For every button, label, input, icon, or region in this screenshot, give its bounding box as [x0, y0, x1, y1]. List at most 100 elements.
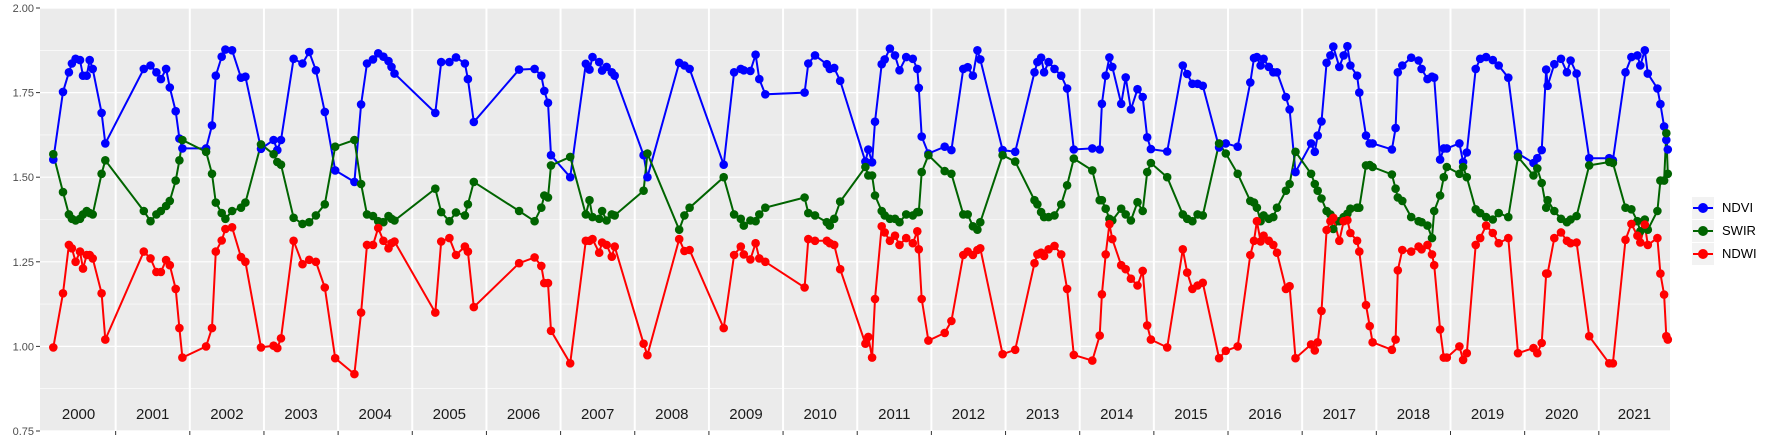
data-point-ndvi	[1142, 133, 1152, 142]
year-label: 2016	[1248, 406, 1281, 423]
data-point-ndvi	[1656, 99, 1665, 109]
data-point-ndwi	[431, 308, 440, 317]
data-point-ndwi	[1621, 235, 1630, 245]
data-point-ndwi	[800, 283, 809, 292]
data-point-ndwi	[304, 255, 314, 265]
data-point-swir	[1162, 172, 1172, 182]
data-point-ndwi	[719, 323, 728, 333]
data-point-ndwi	[1322, 225, 1331, 235]
data-point-ndvi	[1069, 145, 1079, 154]
data-point-ndwi	[639, 339, 648, 349]
data-point-swir	[1455, 169, 1464, 179]
data-point-ndwi	[88, 254, 97, 263]
data-point-ndwi	[543, 278, 553, 288]
data-point-ndvi	[1310, 147, 1320, 157]
legend-key-ndvi-icon	[1692, 196, 1714, 219]
data-point-ndwi	[1656, 269, 1665, 278]
data-point-ndwi	[1346, 228, 1355, 238]
data-point-ndvi	[1306, 139, 1316, 148]
data-point-ndwi	[1462, 348, 1472, 358]
data-point-ndwi	[1126, 274, 1136, 284]
legend-item-swir[interactable]: SWIR	[1692, 219, 1757, 242]
data-point-ndvi	[356, 100, 366, 109]
data-point-ndvi	[895, 66, 904, 75]
data-point-ndvi	[610, 71, 619, 80]
data-point-swir	[602, 216, 611, 225]
data-point-ndvi	[1317, 117, 1326, 126]
data-point-swir	[739, 221, 749, 230]
data-point-swir	[1056, 200, 1066, 209]
data-point-swir	[546, 161, 556, 170]
data-point-swir	[680, 211, 689, 220]
data-point-swir	[1513, 152, 1523, 162]
legend-item-ndwi[interactable]: NDWI	[1692, 242, 1757, 265]
year-label: 2002	[210, 406, 243, 423]
data-point-ndwi	[379, 236, 388, 246]
data-point-swir	[1133, 197, 1142, 207]
data-point-ndwi	[746, 255, 755, 264]
legend-key-ndwi-icon	[1692, 242, 1714, 265]
data-point-ndvi	[1339, 51, 1348, 60]
data-point-swir	[565, 152, 575, 162]
data-point-ndvi	[1329, 42, 1338, 51]
data-point-ndwi	[1069, 350, 1079, 360]
data-point-ndvi	[82, 71, 91, 80]
data-point-ndwi	[674, 234, 684, 244]
data-point-ndvi	[217, 52, 226, 61]
data-point-ndvi	[211, 71, 221, 80]
legend-label: NDWI	[1722, 246, 1757, 261]
data-point-swir	[1138, 206, 1147, 216]
data-point-ndvi	[1662, 135, 1671, 145]
data-point-swir	[1481, 212, 1491, 222]
data-point-swir	[685, 203, 694, 212]
data-point-ndvi	[719, 160, 728, 169]
data-point-swir	[581, 210, 591, 219]
data-point-swir	[1050, 211, 1059, 220]
data-point-swir	[514, 206, 524, 216]
data-point-ndvi	[1133, 84, 1142, 94]
year-label: 2020	[1545, 406, 1578, 423]
data-point-ndwi	[1221, 346, 1231, 356]
data-point-ndvi	[221, 45, 230, 54]
data-point-swir	[1398, 196, 1407, 206]
data-point-swir	[963, 210, 972, 219]
data-point-ndwi	[67, 244, 77, 253]
data-point-ndwi	[1272, 248, 1282, 257]
data-point-ndvi	[1387, 145, 1397, 154]
data-point-ndwi	[610, 242, 619, 251]
data-point-swir	[751, 216, 760, 226]
data-point-ndwi	[1475, 233, 1485, 243]
year-labels: 2000 2001 2002 2003 2004 2005 2006 2007 2008 2009…	[62, 406, 1651, 423]
year-label: 2015	[1174, 406, 1207, 423]
data-point-ndwi	[1097, 290, 1107, 299]
data-point-ndvi	[269, 135, 278, 145]
data-point-ndvi	[436, 57, 446, 67]
data-point-ndvi	[540, 86, 549, 96]
data-point-swir	[585, 195, 594, 205]
data-point-swir	[1439, 172, 1449, 182]
data-point-ndwi	[1455, 342, 1464, 351]
data-point-ndwi	[207, 323, 217, 333]
data-point-swir	[1488, 215, 1498, 224]
data-point-ndvi	[885, 44, 895, 53]
data-point-ndwi	[1653, 233, 1662, 243]
data-point-ndwi	[588, 234, 597, 244]
legend-item-ndvi[interactable]: NDVI	[1692, 196, 1757, 219]
data-point-ndwi	[436, 237, 446, 246]
data-point-ndwi	[1393, 266, 1403, 275]
data-point-ndwi	[451, 250, 461, 260]
data-point-ndwi	[1335, 236, 1344, 246]
data-point-ndwi	[1101, 250, 1110, 259]
data-point-swir	[973, 225, 982, 234]
data-point-ndvi	[1481, 52, 1491, 62]
data-point-swir	[1427, 233, 1437, 243]
data-point-swir	[1504, 212, 1513, 222]
data-point-swir	[1533, 164, 1542, 173]
data-point-swir	[451, 208, 461, 217]
y-tick-label: 1.50	[13, 172, 34, 184]
data-point-ndvi	[241, 72, 250, 81]
data-point-ndwi	[49, 343, 58, 352]
data-point-ndwi	[156, 267, 166, 277]
data-point-ndvi	[602, 62, 611, 72]
